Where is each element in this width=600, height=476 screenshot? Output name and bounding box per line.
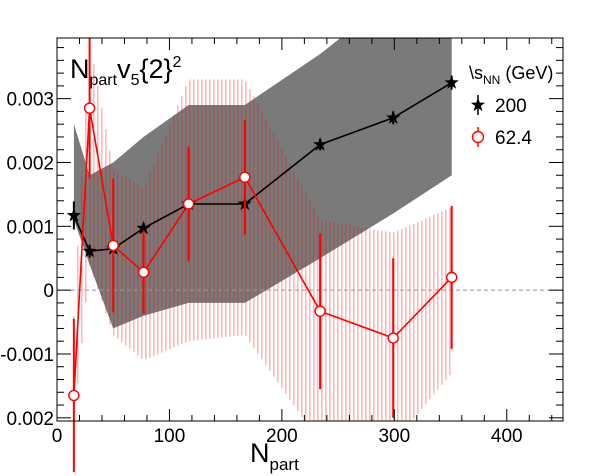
xlabel-main: N (250, 438, 270, 468)
y-tick-label: 0.003 (6, 90, 54, 111)
data-point-62-4 (239, 171, 251, 183)
title-v: v (117, 54, 131, 84)
axes: 0 100 200 300 400 0.002 -0.001 0 0.001 0.002 0.003 (0, 38, 563, 447)
data-point-200 (82, 243, 97, 258)
data-point-62-4 (387, 332, 399, 344)
data-point-200 (136, 220, 151, 235)
data-point-200 (313, 137, 328, 151)
data-point-62-4 (445, 271, 458, 284)
legend-title-suffix: (GeV) (500, 63, 553, 83)
systematic-bands (73, 38, 452, 421)
data-point-200 (66, 208, 81, 222)
legend-label-62-4: 62.4 (495, 128, 532, 149)
legend-title: \sNN (GeV) (469, 63, 553, 87)
data-markers (66, 38, 459, 473)
title-main: N (70, 54, 90, 84)
chart-title: Npartv5{2}2 (70, 54, 182, 89)
title-sub-harmonic: 5 (131, 72, 140, 89)
x-tick-label: 100 (154, 426, 186, 447)
legend-marker-200 (470, 97, 486, 112)
data-point-62-4 (83, 102, 96, 114)
legend-title-prefix: \s (469, 63, 483, 83)
band-200 (73, 38, 452, 329)
data-point-62-4 (182, 198, 195, 210)
y-tick-label: 0.002 (6, 153, 54, 174)
x-tick-label: 300 (378, 426, 410, 447)
plot-frame (56, 37, 564, 422)
xlabel-sub: part (270, 455, 300, 474)
legend-marker-62-4 (471, 130, 485, 144)
x-axis-label: Npart (250, 438, 299, 474)
legend-label-200: 200 (495, 96, 527, 117)
legend-entries: 200 62.4 (470, 95, 532, 149)
data-point-200 (386, 110, 401, 124)
x-tick-label: 200 (266, 426, 298, 447)
y-tick-label: 0.002 (6, 409, 54, 430)
y-tick-label: 0 (43, 281, 54, 302)
data-point-62-4 (314, 305, 326, 317)
title-sub-part: part (90, 72, 118, 89)
y-tick-label: -0.001 (0, 345, 54, 366)
legend-title-sub: NN (483, 73, 500, 87)
data-point-200 (444, 75, 459, 89)
data-point-62-4 (137, 266, 150, 278)
x-tick-label: 0 (52, 426, 63, 447)
data-point-62-4 (68, 389, 80, 402)
y-tick-label: 0.001 (6, 217, 54, 238)
legend: \sNN (GeV) 200 62.4 (469, 63, 553, 149)
data-point-62-4 (107, 239, 119, 252)
x-tick-label: 400 (491, 426, 523, 447)
title-cumulant: {2} (139, 54, 172, 84)
title-superscript: 2 (173, 54, 182, 71)
